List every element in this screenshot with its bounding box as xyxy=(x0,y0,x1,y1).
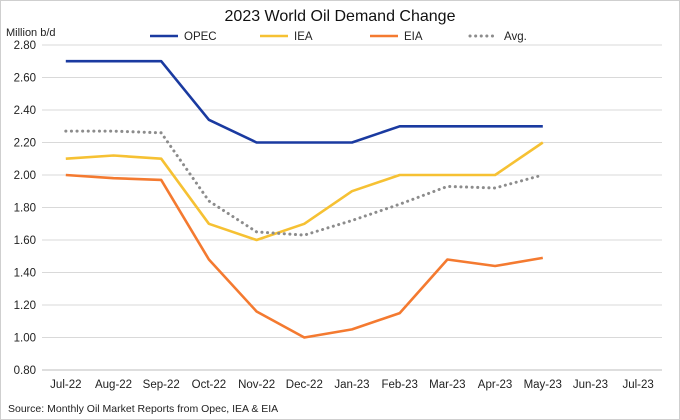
source-note: Source: Monthly Oil Market Reports from … xyxy=(8,403,278,415)
x-tick-label: May-23 xyxy=(524,379,562,391)
y-tick-label: 1.80 xyxy=(14,203,36,215)
x-tick-label: Oct-22 xyxy=(192,379,227,391)
legend-label-iea: IEA xyxy=(294,31,313,43)
legend-label-eia: EIA xyxy=(404,31,423,43)
x-tick-label: Jun-23 xyxy=(573,379,608,391)
x-tick-label: Mar-23 xyxy=(429,379,465,391)
y-tick-label: 0.80 xyxy=(14,365,36,377)
y-tick-label: 2.20 xyxy=(14,138,36,150)
x-tick-label: Sep-22 xyxy=(143,379,180,391)
series-line-eia xyxy=(65,173,544,339)
y-tick-label: 2.80 xyxy=(14,40,36,52)
x-tick-label: Jul-22 xyxy=(50,379,81,391)
legend-label-avg: Avg. xyxy=(504,31,527,43)
y-tick-label: 2.60 xyxy=(14,73,36,85)
y-tick-label: 1.40 xyxy=(14,268,36,280)
y-tick-label: 2.40 xyxy=(14,105,36,117)
series-line-opec xyxy=(65,59,543,144)
chart-title: 2023 World Oil Demand Change xyxy=(225,8,456,25)
y-axis-ticks: 0.80 1.00 1.20 1.40 1.60 1.80 2.00 2.20 2.40 2.60… xyxy=(14,40,36,377)
series-lines xyxy=(64,59,545,339)
x-tick-label: Jul-23 xyxy=(622,379,653,391)
x-tick-label: Apr-23 xyxy=(478,379,513,391)
y-tick-label: 1.20 xyxy=(14,300,36,312)
gridlines xyxy=(42,44,662,371)
x-tick-label: Dec-22 xyxy=(286,379,323,391)
x-tick-label: Aug-22 xyxy=(95,379,132,391)
series-line-iea xyxy=(65,141,544,242)
x-tick-label: Nov-22 xyxy=(238,379,275,391)
legend: OPEC IEA EIA Avg. xyxy=(150,31,527,43)
x-axis-ticks: Jul-22 Aug-22 Sep-22 Oct-22 Nov-22 Dec-22 Jan-… xyxy=(50,379,654,391)
y-axis-label: Million b/d xyxy=(6,27,56,39)
y-tick-label: 2.00 xyxy=(14,170,36,182)
x-tick-label: Feb-23 xyxy=(381,379,417,391)
x-tick-label: Jan-23 xyxy=(334,379,369,391)
legend-label-opec: OPEC xyxy=(184,31,217,43)
series-line-avg xyxy=(64,129,545,237)
y-tick-label: 1.60 xyxy=(14,235,36,247)
y-tick-label: 1.00 xyxy=(14,333,36,345)
